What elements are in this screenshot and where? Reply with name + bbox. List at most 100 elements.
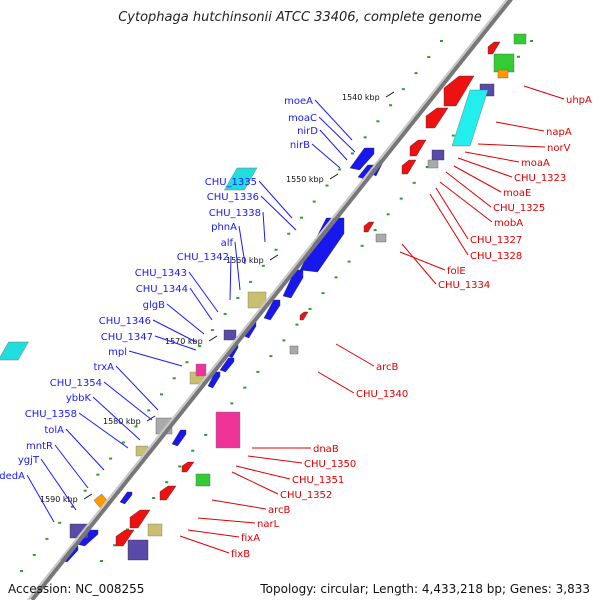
forward-gene-label: mpl xyxy=(108,347,127,358)
forward-gene-label: alf xyxy=(221,238,234,249)
forward-gene-block xyxy=(299,217,345,273)
tick-mark-inner xyxy=(45,537,49,540)
forward-leader-line xyxy=(189,287,213,321)
forward-gene-label: CHU_1346 xyxy=(99,316,151,327)
reverse-leader-line xyxy=(523,85,565,100)
tick-mark-outer xyxy=(347,260,351,263)
reverse-gene-label: CHU_1323 xyxy=(514,173,566,184)
forward-gene-label: CHU_1335 xyxy=(205,177,257,188)
gene-block-purple xyxy=(431,149,445,161)
reverse-gene-label: mobA xyxy=(494,218,523,229)
tick-mark-outer xyxy=(230,402,234,405)
tick-mark-inner xyxy=(376,120,380,123)
reverse-leader-line xyxy=(453,165,502,193)
scale-tick xyxy=(385,91,395,98)
tick-mark-outer xyxy=(178,465,182,468)
tick-mark-outer xyxy=(308,307,312,310)
forward-leader-line xyxy=(92,396,141,441)
tick-mark-outer xyxy=(126,528,130,531)
reverse-leader-line xyxy=(211,499,267,510)
tick-mark-inner xyxy=(147,409,151,412)
scale-tick xyxy=(146,415,156,422)
reverse-gene-block xyxy=(401,159,417,175)
scale-label: 1570 kbp xyxy=(165,337,203,346)
gene-block-green xyxy=(513,33,527,45)
forward-gene-label: nirB xyxy=(290,140,310,151)
tick-mark-outer xyxy=(269,355,273,358)
scale-label: 1580 kbp xyxy=(103,417,141,426)
scale-tick xyxy=(83,493,93,500)
forward-leader-line xyxy=(318,116,356,153)
tick-mark-inner xyxy=(261,264,265,267)
reverse-leader-line xyxy=(439,181,493,223)
tick-mark-inner xyxy=(300,216,303,219)
forward-leader-line xyxy=(54,444,89,489)
reverse-gene-block xyxy=(363,221,375,233)
scale-label: 1540 kbp xyxy=(342,93,380,102)
tick-mark-outer xyxy=(243,386,247,389)
forward-leader-line xyxy=(166,303,205,335)
gene-block-orange xyxy=(497,69,509,79)
forward-leader-line xyxy=(314,99,353,141)
gene-block-pink xyxy=(215,411,241,449)
reverse-leader-line xyxy=(231,471,279,495)
reverse-gene-label: CHU_1327 xyxy=(470,235,522,246)
tick-mark-inner xyxy=(287,232,291,235)
reverse-gene-label: uhpA xyxy=(566,95,592,106)
tick-mark-inner xyxy=(83,489,87,492)
forward-gene-label: dedA xyxy=(0,471,25,482)
accession-text: Accession: NC_008255 xyxy=(8,582,145,596)
forward-gene-label: CHU_1342 xyxy=(177,252,229,263)
forward-leader-line xyxy=(152,319,197,343)
reverse-leader-line xyxy=(477,143,546,148)
reverse-gene-label: CHU_1351 xyxy=(292,475,344,486)
scale-tick xyxy=(329,173,339,180)
tick-mark-outer xyxy=(256,370,260,373)
tick-mark-inner xyxy=(427,56,431,59)
gene-block-grey xyxy=(375,233,387,243)
topology-summary: Topology: circular; Length: 4,433,218 bp… xyxy=(260,582,590,596)
forward-leader-line xyxy=(258,180,293,219)
tick-mark-outer xyxy=(165,481,169,484)
gene-layer xyxy=(0,33,527,563)
forward-gene-label: CHU_1358 xyxy=(25,409,77,420)
gene-block-grey xyxy=(289,345,299,355)
tick-mark-inner xyxy=(96,473,100,476)
reverse-gene-label: fixA xyxy=(241,533,260,544)
reverse-leader-line xyxy=(179,535,230,554)
reverse-leader-line xyxy=(187,529,240,538)
reverse-gene-label: napA xyxy=(546,127,572,138)
forward-gene-label: glgB xyxy=(143,300,165,311)
tick-mark-inner xyxy=(236,296,240,299)
reverse-leader-line xyxy=(235,465,291,480)
forward-gene-block xyxy=(263,299,281,321)
tick-mark-inner xyxy=(70,505,74,508)
reverse-gene-block xyxy=(409,139,427,157)
tick-mark-inner xyxy=(363,136,367,139)
tick-mark-inner xyxy=(172,377,176,380)
reverse-gene-block xyxy=(425,107,449,129)
reverse-gene-label: fixB xyxy=(231,549,250,560)
forward-gene-label: CHU_1354 xyxy=(50,378,102,389)
gene-block-cyan xyxy=(0,341,29,361)
reverse-gene-block xyxy=(487,41,501,55)
reverse-gene-label: arcB xyxy=(376,362,399,373)
forward-gene-label: tolA xyxy=(44,425,64,436)
tick-mark-inner xyxy=(121,441,125,444)
forward-leader-line xyxy=(40,458,77,511)
tick-mark-outer xyxy=(282,339,286,342)
scale-label: 1550 kbp xyxy=(286,175,324,184)
tick-mark-inner xyxy=(274,248,278,251)
tick-mark-outer xyxy=(334,276,338,279)
reverse-leader-line xyxy=(464,151,520,163)
reverse-leader-line xyxy=(335,343,375,367)
reverse-gene-label: arcB xyxy=(268,505,291,516)
scale-label: 1590 kbp xyxy=(40,495,78,504)
gene-block-purple xyxy=(127,539,149,561)
reverse-gene-label: CHU_1328 xyxy=(470,251,522,262)
forward-leader-line xyxy=(260,195,297,231)
reverse-gene-label: moaA xyxy=(521,158,550,169)
tick-mark-outer xyxy=(204,433,208,436)
tick-mark-outer xyxy=(516,55,520,58)
